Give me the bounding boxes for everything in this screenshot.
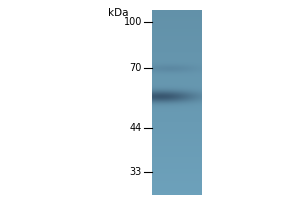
Text: kDa: kDa (108, 8, 128, 18)
Text: 44: 44 (130, 123, 142, 133)
Text: 70: 70 (130, 63, 142, 73)
Text: 33: 33 (130, 167, 142, 177)
Text: 100: 100 (124, 17, 142, 27)
